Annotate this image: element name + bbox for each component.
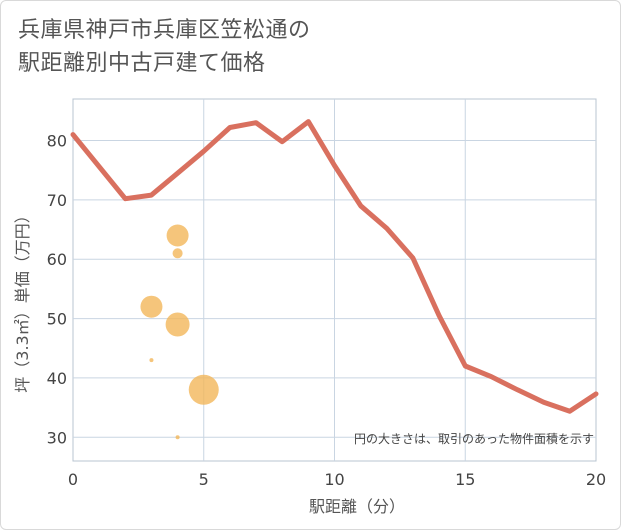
grid: [73, 99, 596, 461]
y-tick-label: 30: [47, 428, 67, 447]
x-tick-label: 5: [199, 470, 209, 489]
y-tick-label: 80: [47, 132, 67, 151]
x-tick-labels: 0 5 10 15 20: [68, 470, 606, 489]
average-price-line: [70, 119, 599, 414]
bubble-layer: [140, 224, 219, 440]
x-tick-label: 15: [455, 470, 475, 489]
x-axis-label: 駅距離（分）: [309, 497, 405, 516]
x-tick-label: 20: [586, 470, 606, 489]
y-tick-label: 50: [47, 310, 67, 329]
size-note: 円の大きさは、取引のあった物件面積を示す: [354, 431, 594, 446]
title-line-1: 兵庫県神戸市兵庫区笠松通の: [18, 18, 311, 43]
x-tick-label: 0: [68, 470, 78, 489]
y-tick-labels: 30 40 50 60 70 80: [47, 132, 67, 448]
transaction-bubble: [166, 224, 189, 247]
transaction-bubble: [172, 248, 183, 259]
transaction-bubble: [175, 435, 180, 440]
line-layer: [70, 119, 599, 414]
transaction-bubble: [165, 312, 190, 337]
y-tick-label: 70: [47, 191, 67, 210]
title-line-2: 駅距離別中古戸建て価格: [18, 51, 266, 76]
y-tick-label: 60: [47, 250, 67, 269]
transaction-bubble: [188, 374, 219, 405]
transaction-bubble: [140, 295, 163, 318]
x-tick-label: 10: [324, 470, 344, 489]
chart-title: 兵庫県神戸市兵庫区笠松通の 駅距離別中古戸建て価格: [18, 14, 311, 80]
y-tick-label: 40: [47, 369, 67, 388]
transaction-bubble: [149, 358, 154, 363]
y-axis-label: 坪（3.3㎡）単価（万円）: [13, 207, 32, 392]
